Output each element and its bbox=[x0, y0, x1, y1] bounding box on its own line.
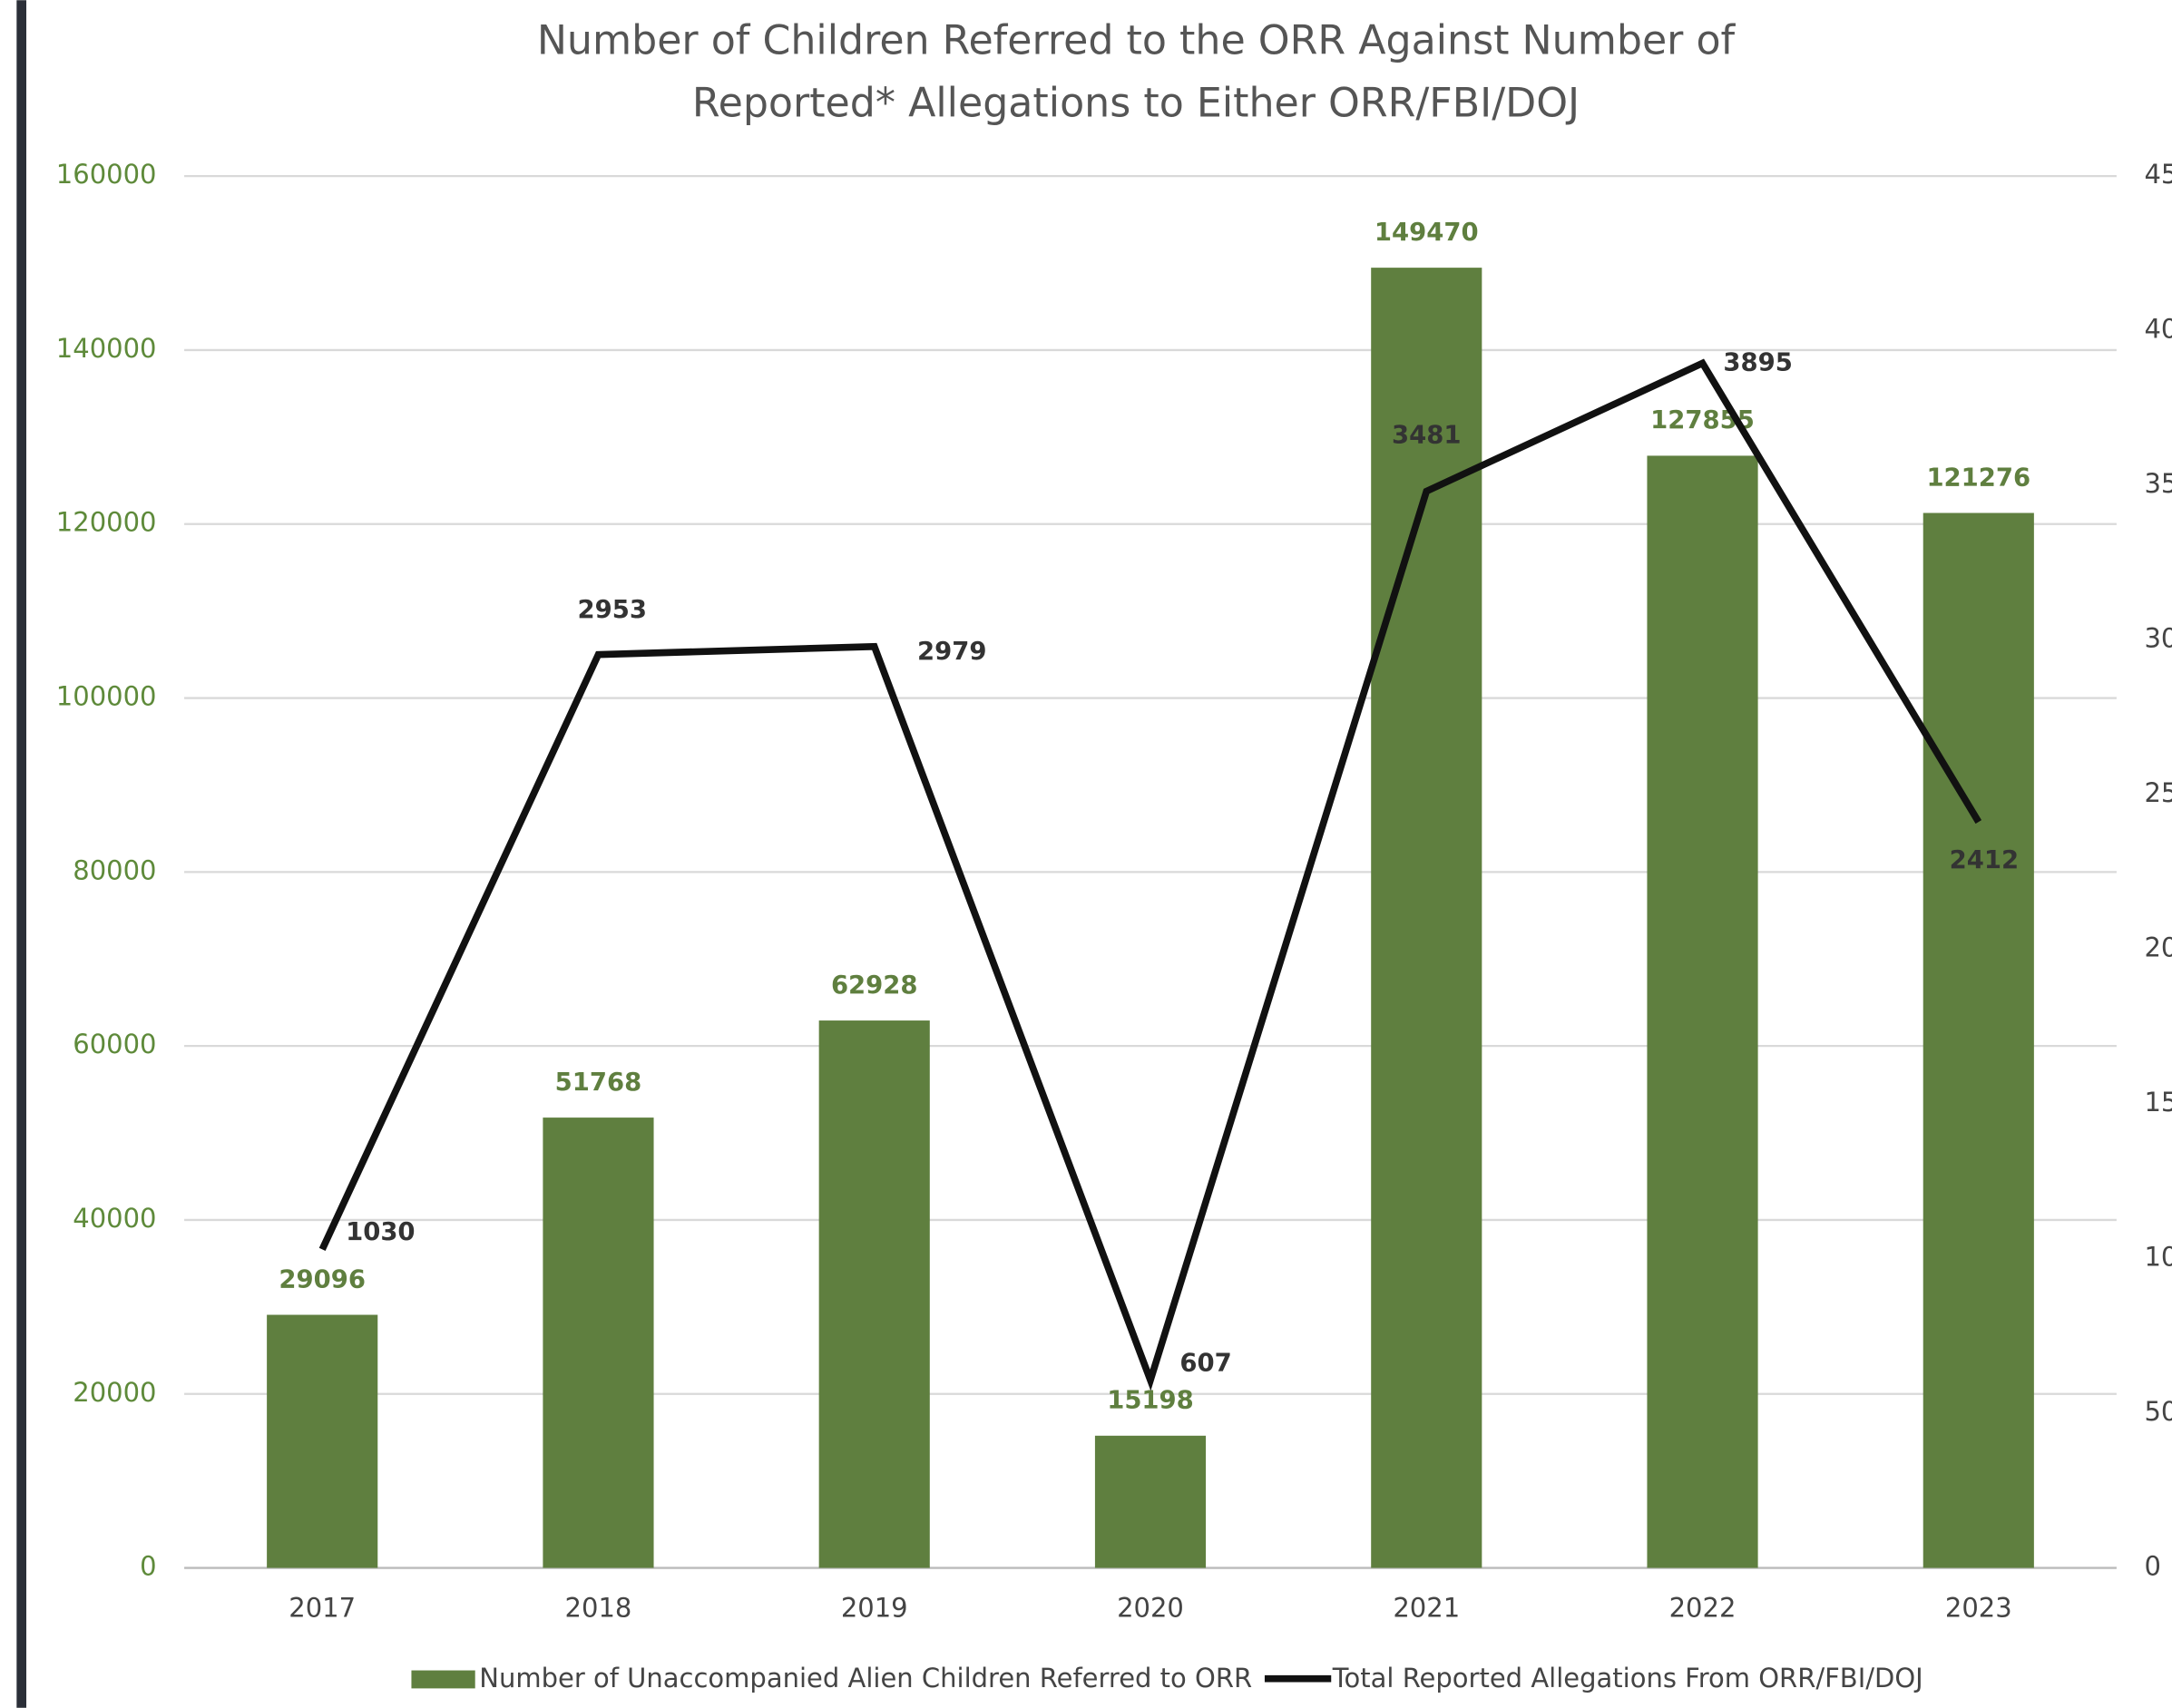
y2-tick-label: 4500 bbox=[2144, 159, 2172, 190]
y2-tick-label: 3500 bbox=[2144, 468, 2172, 499]
y-tick-label: 20000 bbox=[73, 1377, 156, 1408]
bar bbox=[267, 1314, 378, 1568]
bar-value-label: 29096 bbox=[279, 1264, 366, 1293]
chart-title: Number of Children Referred to the ORR A… bbox=[537, 18, 1737, 64]
bar-value-label: 149470 bbox=[1375, 218, 1479, 247]
line-value-label: 3481 bbox=[1392, 421, 1461, 450]
y-tick-label: 0 bbox=[140, 1551, 156, 1582]
x-tick-label: 2017 bbox=[289, 1592, 356, 1623]
bar bbox=[1647, 455, 1758, 1568]
line-value-label: 2412 bbox=[1950, 845, 2019, 874]
bar-value-label: 121276 bbox=[1926, 463, 2030, 492]
y-tick-label: 80000 bbox=[73, 854, 156, 885]
bar bbox=[543, 1118, 654, 1568]
legend-swatch bbox=[411, 1670, 475, 1689]
y-tick-label: 120000 bbox=[56, 507, 157, 538]
left-edge bbox=[16, 0, 27, 1708]
y2-tick-label: 500 bbox=[2144, 1396, 2172, 1427]
legend-label: Total Reported Allegations From ORR/FBI/… bbox=[1332, 1663, 1923, 1693]
y2-tick-label: 1500 bbox=[2144, 1087, 2172, 1118]
y2-tick-label: 2500 bbox=[2144, 777, 2172, 808]
bar bbox=[1923, 512, 2034, 1568]
x-tick-label: 2018 bbox=[565, 1592, 632, 1623]
y2-tick-label: 0 bbox=[2144, 1551, 2160, 1582]
line-value-label: 2979 bbox=[917, 637, 986, 666]
x-tick-label: 2023 bbox=[1945, 1592, 2012, 1623]
y2-tick-label: 4000 bbox=[2144, 314, 2172, 345]
y2-tick-label: 1000 bbox=[2144, 1242, 2172, 1273]
y-tick-label: 140000 bbox=[56, 333, 157, 364]
y2-tick-label: 2000 bbox=[2144, 932, 2172, 963]
bar-value-label: 62928 bbox=[831, 971, 918, 1000]
y-tick-label: 160000 bbox=[56, 159, 157, 190]
y-tick-label: 100000 bbox=[56, 681, 157, 712]
line-value-label: 2953 bbox=[578, 595, 647, 624]
x-tick-label: 2020 bbox=[1117, 1592, 1184, 1623]
bar-value-label: 51768 bbox=[555, 1068, 642, 1097]
bar-value-label: 15198 bbox=[1107, 1386, 1194, 1415]
y-tick-label: 60000 bbox=[73, 1029, 156, 1059]
line-value-label: 3895 bbox=[1723, 347, 1792, 376]
line bbox=[318, 358, 1982, 1391]
x-tick-label: 2021 bbox=[1393, 1592, 1460, 1623]
bar bbox=[818, 1020, 930, 1568]
line-value-label: 1030 bbox=[346, 1217, 415, 1246]
y2-tick-label: 3000 bbox=[2144, 623, 2172, 654]
chart-title: Reported* Allegations to Either ORR/FBI/… bbox=[692, 80, 1580, 126]
legend-label: Number of Unaccompanied Alien Children R… bbox=[479, 1663, 1252, 1693]
x-tick-label: 2019 bbox=[841, 1592, 908, 1623]
y-tick-label: 40000 bbox=[73, 1203, 156, 1234]
line-value-label: 607 bbox=[1179, 1348, 1231, 1377]
bar bbox=[1094, 1435, 1207, 1568]
x-tick-label: 2022 bbox=[1669, 1592, 1737, 1623]
bar bbox=[1371, 268, 1482, 1568]
